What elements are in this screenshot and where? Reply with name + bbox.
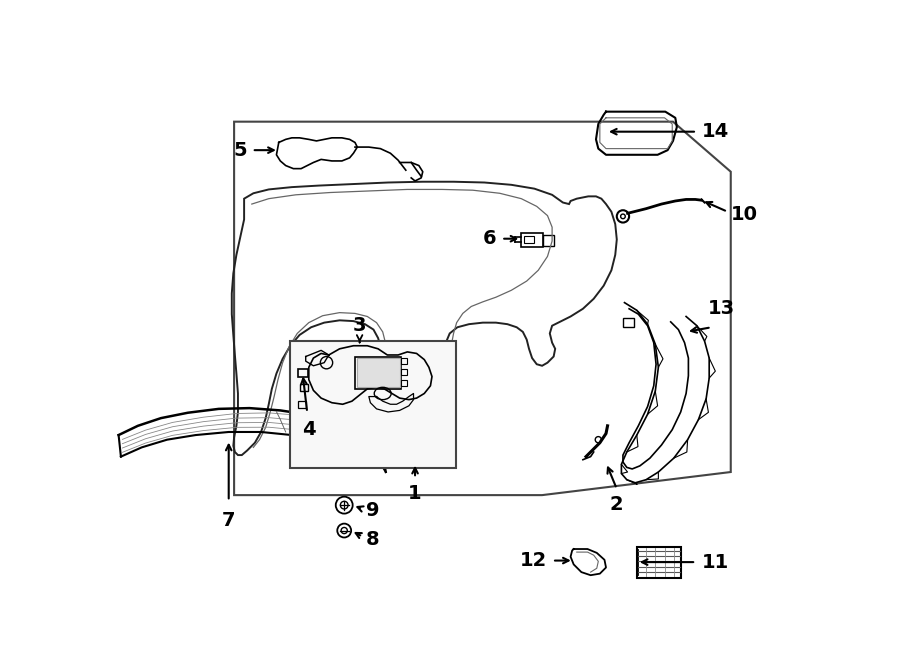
Bar	[401, 369, 408, 375]
Text: 13: 13	[707, 299, 734, 318]
Text: 12: 12	[520, 551, 547, 570]
Text: 3: 3	[353, 316, 366, 335]
Bar	[543, 235, 554, 246]
Bar	[401, 358, 408, 364]
Bar	[623, 318, 634, 327]
Bar	[401, 379, 408, 386]
Text: 11: 11	[701, 553, 729, 572]
Bar	[637, 547, 681, 578]
Bar	[298, 369, 308, 377]
Bar	[355, 356, 401, 389]
Text: 4: 4	[302, 420, 316, 439]
Text: 8: 8	[365, 529, 380, 549]
Text: 6: 6	[483, 229, 497, 249]
Bar	[525, 235, 534, 243]
Bar	[298, 401, 306, 408]
Bar	[356, 358, 400, 387]
Text: 9: 9	[365, 501, 379, 520]
Text: 1: 1	[409, 485, 422, 503]
Bar	[521, 233, 543, 247]
Text: 14: 14	[701, 122, 729, 141]
Text: 10: 10	[731, 204, 758, 223]
Text: 7: 7	[222, 510, 236, 529]
Bar	[291, 341, 456, 468]
Bar	[300, 384, 308, 391]
Text: 5: 5	[234, 141, 248, 160]
Text: 2: 2	[610, 495, 624, 514]
